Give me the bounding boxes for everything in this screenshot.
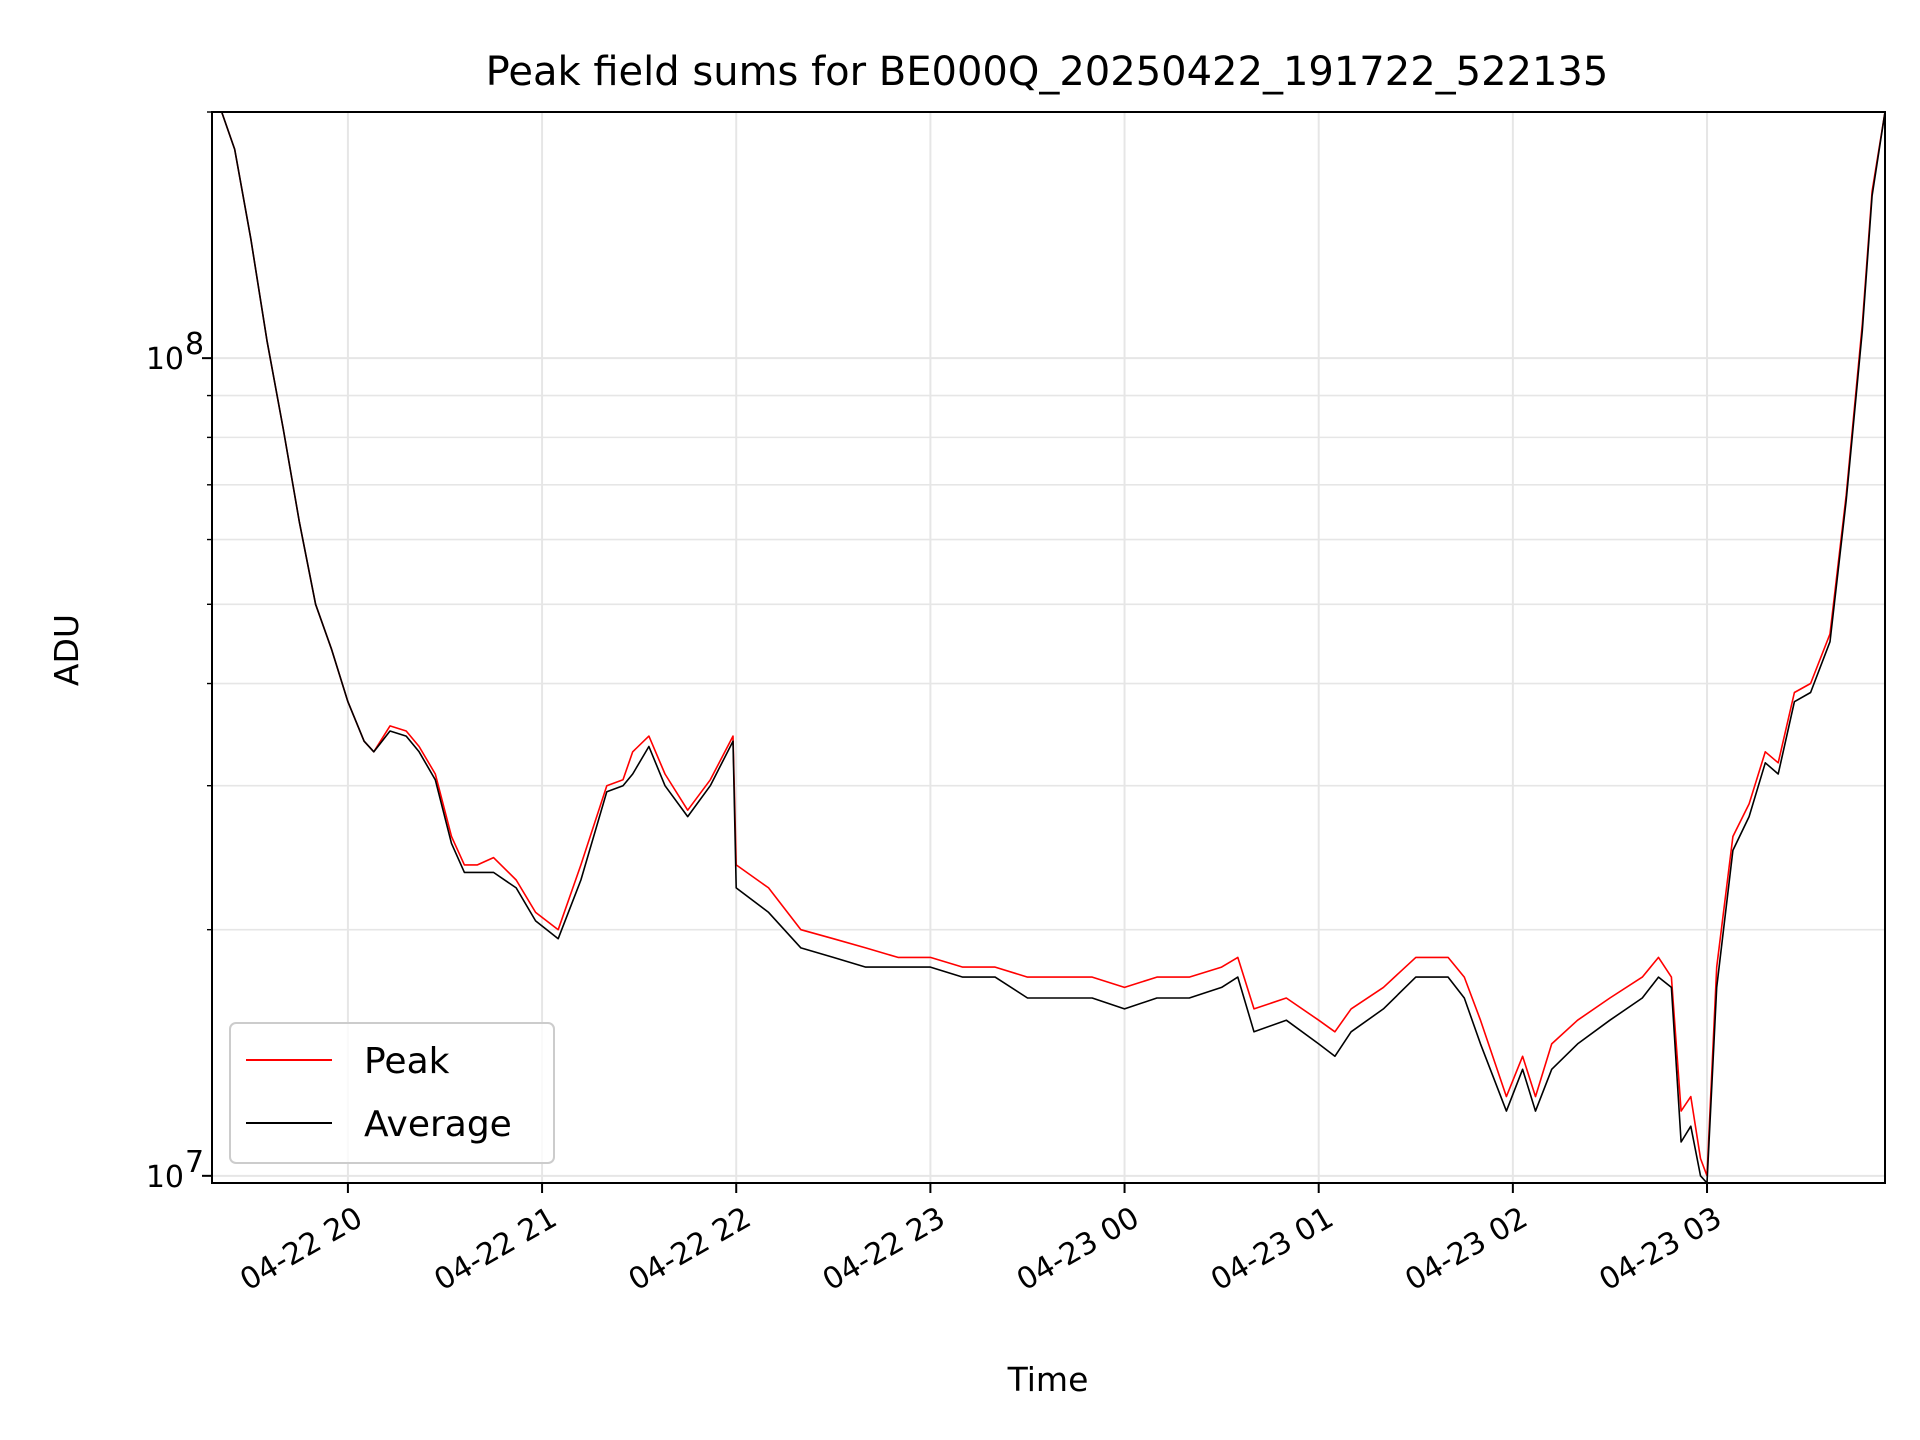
y-axis-label: ADU [47, 614, 86, 686]
legend-label-peak: Peak [364, 1041, 450, 1082]
chart-title: Peak field sums for BE000Q_20250422_1917… [486, 49, 1609, 95]
y-tick-exponent: 7 [185, 1145, 204, 1180]
x-axis-label: Time [1007, 1360, 1089, 1399]
legend-label-average: Average [364, 1104, 512, 1145]
y-tick-exponent: 8 [185, 327, 204, 362]
series-line-average [212, 112, 1885, 1183]
y-tick-label: 10 [146, 342, 184, 377]
legend: Peak Average [229, 1022, 555, 1164]
plot-frame [211, 111, 1886, 1184]
legend-box [229, 1022, 555, 1164]
series-line-peak [212, 112, 1885, 1177]
series-layer [212, 112, 1885, 1183]
y-tick-label: 10 [146, 1160, 184, 1195]
